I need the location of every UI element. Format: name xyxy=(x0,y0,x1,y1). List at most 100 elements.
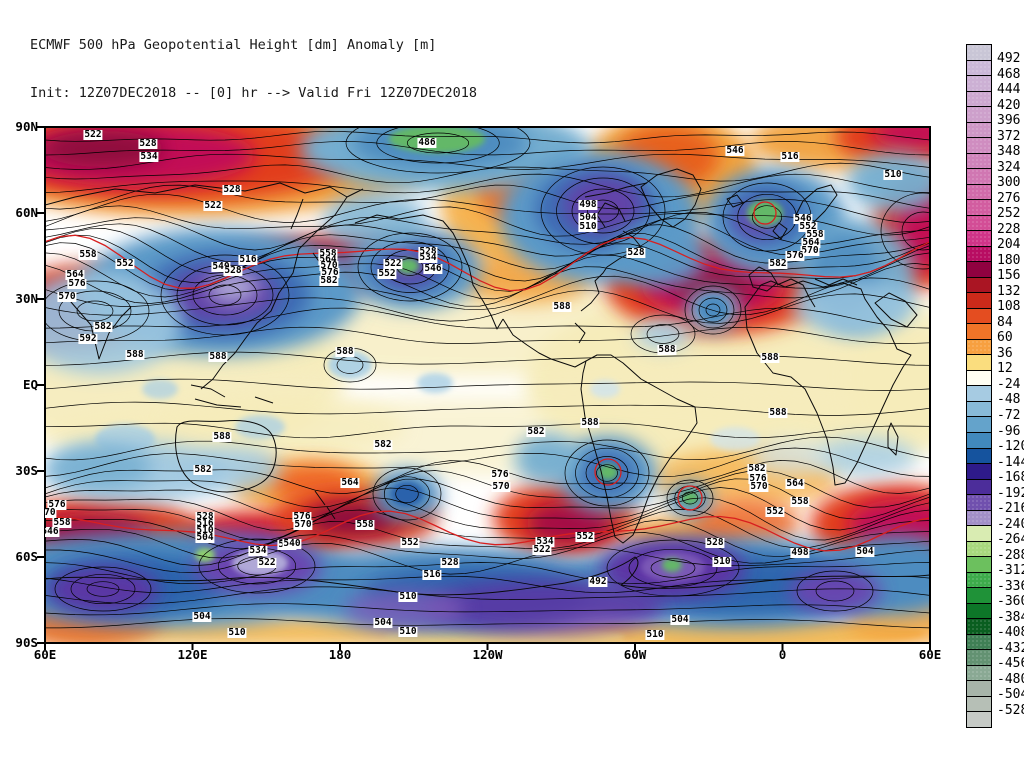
colorbar-cell xyxy=(966,649,992,666)
colorbar-tick-label: 36 xyxy=(997,345,1013,361)
colorbar-cell xyxy=(966,494,992,511)
colorbar-cell xyxy=(966,369,992,387)
colorbar-cell xyxy=(966,292,992,309)
colorbar-tick-label: 180 xyxy=(997,252,1021,268)
colorbar-cell xyxy=(966,463,992,480)
colorbar-tick-label: -312 xyxy=(997,563,1024,579)
colorbar-tick-label: 84 xyxy=(997,314,1013,330)
x-axis-label-60W-4: 60W xyxy=(623,647,647,662)
colorbar-tick-label: -528 xyxy=(997,702,1024,718)
colorbar-cell xyxy=(966,540,992,558)
colorbar-cell xyxy=(966,695,992,713)
colorbar-tick-label: 468 xyxy=(997,66,1021,82)
anomaly-shading xyxy=(45,127,930,643)
colorbar-cell xyxy=(966,556,992,573)
colorbar-cell xyxy=(966,416,992,433)
colorbar-cell xyxy=(966,261,992,278)
colorbar-cell xyxy=(966,168,992,185)
axis-ticks xyxy=(37,126,931,650)
colorbar-tick-label: -144 xyxy=(997,454,1024,470)
x-axis-label-180-2: 180 xyxy=(328,647,352,662)
colorbar-tick-label: -504 xyxy=(997,687,1024,703)
colorbar-tick-label: 372 xyxy=(997,128,1021,144)
colorbar-tick-label: -408 xyxy=(997,625,1024,641)
colorbar-cell xyxy=(966,385,992,402)
colorbar-cell xyxy=(966,121,992,139)
colorbar-tick-label: -72 xyxy=(997,407,1021,423)
colorbar-cell xyxy=(966,90,992,108)
colorbar-cell xyxy=(966,711,992,728)
colorbar-tick-label: -384 xyxy=(997,609,1024,625)
colorbar-cell xyxy=(966,525,992,542)
colorbar-tick-label: 300 xyxy=(997,175,1021,191)
colorbar-cell xyxy=(966,447,992,465)
colorbar-tick-label: -192 xyxy=(997,485,1024,501)
x-axis-label-120W-3: 120W xyxy=(472,647,503,662)
colorbar-tick-label: 324 xyxy=(997,159,1021,175)
colorbar-cell xyxy=(966,432,992,449)
colorbar-tick-label: -480 xyxy=(997,671,1024,687)
colorbar-cell xyxy=(966,152,992,170)
colorbar-tick-label: 252 xyxy=(997,206,1021,222)
colorbar-cell xyxy=(966,618,992,635)
chart-title-line1: ECMWF 500 hPa Geopotential Height [dm] A… xyxy=(30,37,437,53)
colorbar-cell xyxy=(966,183,992,201)
colorbar-tick-label: 108 xyxy=(997,299,1021,315)
colorbar-cell xyxy=(966,664,992,682)
colorbar-tick-label: 228 xyxy=(997,221,1021,237)
colorbar-tick-label: -48 xyxy=(997,392,1021,408)
y-axis-label-60S: 60S xyxy=(15,549,38,564)
colorbar-tick-label: 60 xyxy=(997,330,1013,346)
colorbar-cell xyxy=(966,44,992,61)
colorbar-tick-label: -360 xyxy=(997,594,1024,610)
colorbar-tick-label: -168 xyxy=(997,470,1024,486)
map-root xyxy=(37,126,931,650)
colorbar-tick-label: -288 xyxy=(997,547,1024,563)
colorbar-cell xyxy=(966,106,992,123)
colorbar-tick-label: 348 xyxy=(997,144,1021,160)
colorbar-cell xyxy=(966,214,992,232)
colorbar-cell xyxy=(966,571,992,589)
colorbar-cell xyxy=(966,478,992,496)
colorbar-tick-label: -24 xyxy=(997,376,1021,392)
y-axis-label-90S: 90S xyxy=(15,635,38,650)
colorbar-cell xyxy=(966,509,992,527)
colorbar-tick-label: -216 xyxy=(997,501,1024,517)
colorbar-cell xyxy=(966,199,992,216)
y-axis-label-EQ: EQ xyxy=(22,377,38,392)
coastlines xyxy=(45,168,930,596)
anomaly-map xyxy=(37,126,931,650)
colorbar-tick-label: 12 xyxy=(997,361,1013,377)
colorbar-cell xyxy=(966,338,992,356)
colorbar-tick-label: 204 xyxy=(997,237,1021,253)
colorbar-tick-label: -120 xyxy=(997,439,1024,455)
x-axis-label-120E-1: 120E xyxy=(177,647,208,662)
colorbar-tick-label: -96 xyxy=(997,423,1021,439)
colorbar-tick-label: 444 xyxy=(997,82,1021,98)
y-axis-label-90N: 90N xyxy=(15,119,38,134)
colorbar-cell xyxy=(966,680,992,697)
colorbar-tick-label: -336 xyxy=(997,578,1024,594)
colorbar-tick-label: 492 xyxy=(997,51,1021,67)
colorbar-tick-label: -264 xyxy=(997,532,1024,548)
chart-title-line2: Init: 12Z07DEC2018 -- [0] hr --> Valid F… xyxy=(30,85,478,101)
colorbar-tick-label: 420 xyxy=(997,97,1021,113)
x-axis-label-60E-6: 60E xyxy=(918,647,942,662)
colorbar-cell xyxy=(966,602,992,620)
y-axis-label-30N: 30N xyxy=(15,291,38,306)
colorbar-cell xyxy=(966,323,992,340)
y-axis-label-60N: 60N xyxy=(15,205,38,220)
colorbar-cell xyxy=(966,75,992,92)
colorbar-tick-label: 132 xyxy=(997,283,1021,299)
x-axis-label-60E-0: 60E xyxy=(33,647,57,662)
colorbar-cell xyxy=(966,276,992,294)
y-axis-label-30S: 30S xyxy=(15,463,38,478)
colorbar-cell xyxy=(966,245,992,263)
height-contours xyxy=(45,127,930,629)
colorbar-cell xyxy=(966,587,992,604)
colorbar-tick-label: 276 xyxy=(997,190,1021,206)
colorbar-cell xyxy=(966,307,992,325)
colorbar-tick-label: -456 xyxy=(997,656,1024,672)
colorbar-cell xyxy=(966,400,992,418)
